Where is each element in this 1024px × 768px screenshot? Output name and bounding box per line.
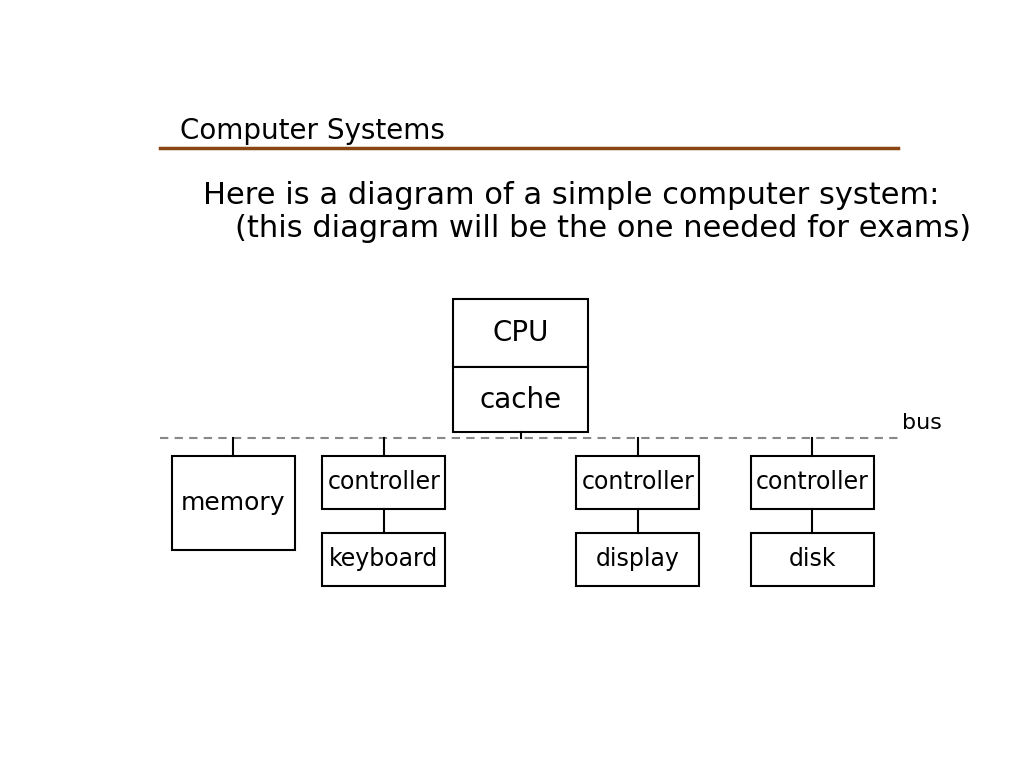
FancyBboxPatch shape: [577, 533, 699, 586]
Text: controller: controller: [582, 471, 694, 495]
Text: bus: bus: [902, 413, 942, 433]
Text: memory: memory: [181, 492, 286, 515]
FancyBboxPatch shape: [323, 456, 445, 509]
Text: controller: controller: [756, 471, 869, 495]
Text: disk: disk: [788, 548, 837, 571]
FancyBboxPatch shape: [751, 533, 874, 586]
Text: display: display: [596, 548, 680, 571]
FancyBboxPatch shape: [172, 456, 295, 551]
Text: cache: cache: [480, 386, 562, 414]
FancyBboxPatch shape: [323, 533, 445, 586]
Text: (this diagram will be the one needed for exams): (this diagram will be the one needed for…: [236, 214, 971, 243]
FancyBboxPatch shape: [751, 456, 874, 509]
FancyBboxPatch shape: [454, 299, 588, 367]
FancyBboxPatch shape: [577, 456, 699, 509]
Text: CPU: CPU: [493, 319, 549, 347]
Text: Here is a diagram of a simple computer system:: Here is a diagram of a simple computer s…: [204, 181, 940, 210]
FancyBboxPatch shape: [454, 367, 588, 432]
Text: keyboard: keyboard: [330, 548, 438, 571]
Text: Computer Systems: Computer Systems: [179, 117, 444, 144]
Text: controller: controller: [328, 471, 440, 495]
